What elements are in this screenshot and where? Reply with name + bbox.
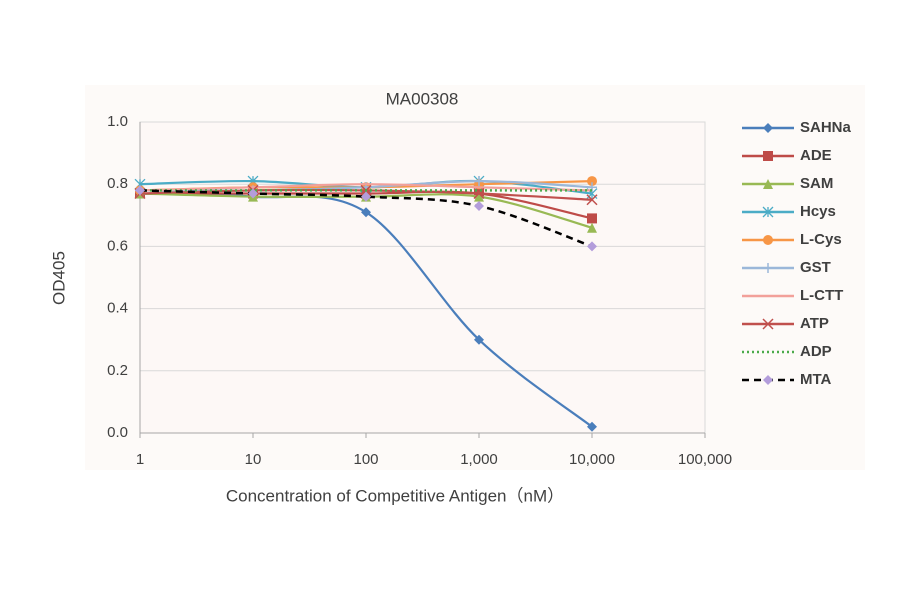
legend-label: ATP <box>800 315 829 332</box>
marker <box>762 318 774 330</box>
series-line <box>139 183 593 192</box>
legend-label: SAHNa <box>800 119 852 136</box>
plot-area <box>139 121 706 434</box>
marker <box>587 222 597 233</box>
legend-label: GST <box>800 259 831 276</box>
marker <box>587 213 597 224</box>
y-tick-label: 0.6 <box>107 237 128 254</box>
marker <box>762 206 774 218</box>
y-tick-label: 0.2 <box>107 362 128 379</box>
x-tick-label: 1,000 <box>460 451 498 468</box>
legend-label: L-Cys <box>800 231 842 248</box>
y-axis-label: OD405 <box>49 251 68 305</box>
x-tick-label: 100,000 <box>678 451 732 468</box>
marker <box>587 421 597 432</box>
y-tick-label: 0.0 <box>107 424 128 441</box>
marker <box>248 188 258 199</box>
marker <box>763 123 773 133</box>
legend-label: SAM <box>800 175 833 192</box>
x-tick-label: 1 <box>136 451 144 468</box>
legend-label: ADP <box>800 343 832 360</box>
marker <box>361 207 371 218</box>
marker <box>474 334 484 345</box>
x-tick-label: 100 <box>353 451 378 468</box>
marker <box>763 179 773 189</box>
marker <box>474 200 484 211</box>
series-line <box>139 189 593 248</box>
marker <box>763 151 773 161</box>
legend-label: MTA <box>800 371 832 388</box>
marker <box>586 194 598 206</box>
legend-label: ADE <box>800 147 832 164</box>
y-tick-label: 0.4 <box>107 300 128 317</box>
marker <box>361 191 371 202</box>
marker <box>587 241 597 252</box>
chart-title: MA00308 <box>386 89 459 108</box>
legend-label: L-CTT <box>800 287 843 304</box>
marker <box>763 235 773 245</box>
marker <box>135 185 145 196</box>
legend-label: Hcys <box>800 203 836 220</box>
marker <box>763 375 773 385</box>
x-axis-label: Concentration of Competitive Antigen（nM） <box>226 486 564 505</box>
marker <box>474 191 484 202</box>
x-tick-label: 10,000 <box>569 451 615 468</box>
marker <box>474 176 484 187</box>
y-tick-label: 0.8 <box>107 175 128 192</box>
y-tick-label: 1.0 <box>107 113 128 130</box>
marker <box>763 263 773 273</box>
marker <box>587 176 597 187</box>
x-tick-label: 10 <box>245 451 262 468</box>
